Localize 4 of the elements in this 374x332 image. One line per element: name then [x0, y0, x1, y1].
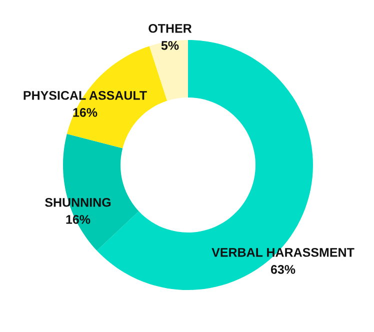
data-label: 63% [270, 265, 296, 274]
slice-label: OTHER [148, 24, 192, 33]
data-label: 5% [161, 41, 179, 50]
donut-slice [149, 40, 188, 101]
